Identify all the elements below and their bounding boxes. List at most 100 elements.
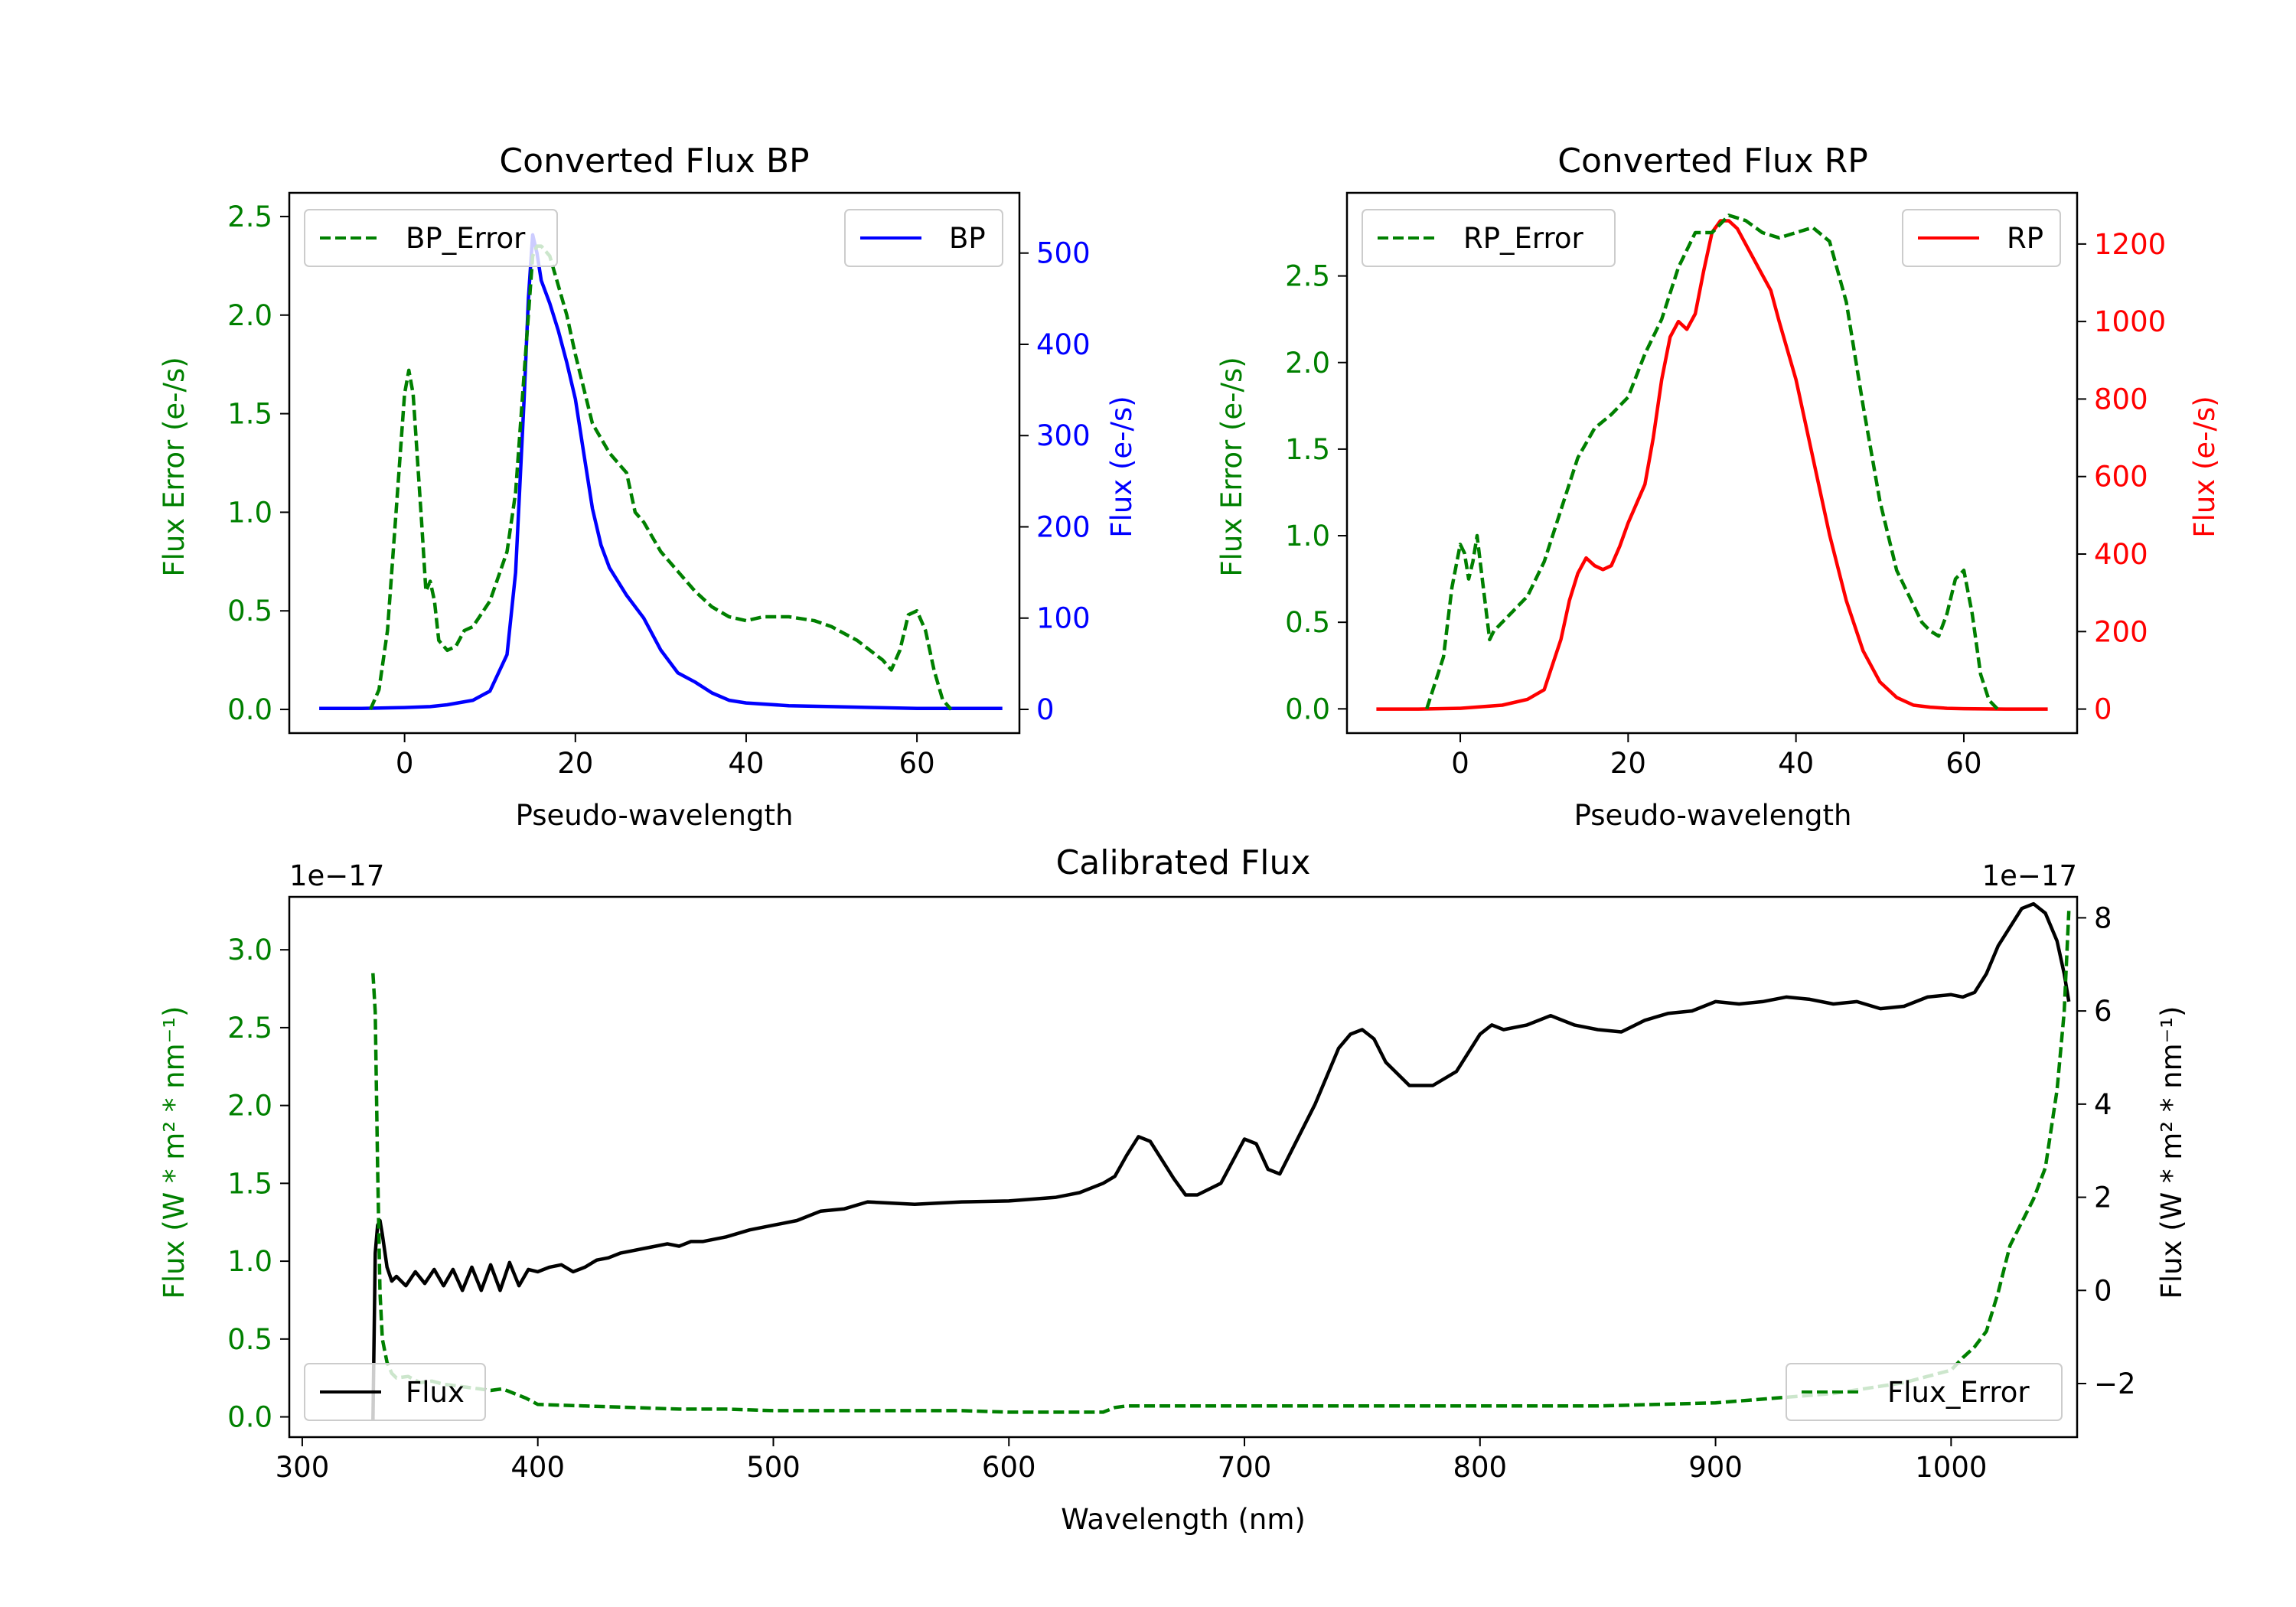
rp-series	[1376, 214, 2048, 711]
rp-legend-left: RP_Error	[1362, 209, 1616, 267]
bp-ytick-left-label: 1.0	[227, 496, 272, 529]
cal-series-flux-line	[371, 901, 2071, 1421]
bp-legend-left: BP_Error	[304, 209, 558, 267]
bp-xtick-label: 0	[396, 747, 414, 780]
cal-ytick-right-label: 4	[2094, 1088, 2112, 1121]
cal-xtick-label: 1000	[1915, 1451, 1987, 1484]
cal-ylabel-left: Flux (W * m² * nm⁻¹)	[158, 1006, 191, 1299]
bp-legend-left-box	[304, 209, 558, 267]
rp-ytick-right-label: 800	[2094, 383, 2148, 416]
rp-series-rp-error-line	[1425, 214, 1999, 710]
cal-xtick-label: 700	[1218, 1451, 1272, 1484]
rp-ytick-left-label: 2.5	[1285, 260, 1330, 293]
cal-ytick-right-label: 2	[2094, 1182, 2112, 1214]
bp-axes-frame	[288, 191, 1021, 735]
bp-xlabel: Pseudo-wavelength	[516, 799, 794, 832]
cal-ytick-right-label: 8	[2094, 901, 2112, 934]
bp-series	[319, 233, 1003, 711]
bp-series-bp-error-line	[368, 244, 953, 711]
rp-ytick-right-label: 1200	[2094, 228, 2166, 261]
cal-ytick-right-label: 0	[2094, 1274, 2112, 1307]
rp-xtick-label: 0	[1451, 747, 1469, 780]
rp-legend-left-box	[1362, 209, 1616, 267]
cal-ytick-left-label: 2.0	[227, 1090, 272, 1123]
cal-xtick-label: 300	[276, 1451, 330, 1484]
bp-ytick-left-label: 0.5	[227, 595, 272, 627]
cal-offset-right: 1e−17	[1982, 859, 2077, 892]
rp-ytick-left-label: 0.5	[1285, 606, 1330, 639]
bp-legend-label: BP	[949, 222, 986, 255]
rp-ytick-left-label: 1.0	[1285, 520, 1330, 553]
bp-ytick-right-label: 100	[1036, 602, 1091, 635]
cal-ticks: 300 400 500 600 700 800 900 1000 0.0 0.5 1.0 1.5 2.0…	[227, 901, 2135, 1484]
bp-ytick-right-label: 300	[1036, 419, 1091, 452]
bp-error-legend-label: BP_Error	[406, 222, 526, 255]
cal-ytick-left-label: 3.0	[227, 934, 272, 966]
bp-title: Converted Flux BP	[499, 142, 809, 181]
rp-ytick-left-label: 2.0	[1285, 347, 1330, 380]
rp-legend-label: RP	[2007, 222, 2043, 255]
bp-ytick-right-label: 200	[1036, 510, 1091, 543]
cal-legend-left: Flux	[304, 1363, 486, 1421]
cal-xtick-label: 600	[982, 1451, 1036, 1484]
bp-xtick-label: 60	[899, 747, 935, 780]
rp-xtick-label: 20	[1610, 747, 1646, 780]
bp-ytick-right-label: 400	[1036, 328, 1091, 361]
cal-flux-legend-label: Flux	[406, 1376, 465, 1409]
cal-title: Calibrated Flux	[1056, 843, 1311, 882]
cal-ylabel-right: Flux (W * m² * nm⁻¹)	[2155, 1006, 2188, 1299]
cal-offset-left: 1e−17	[289, 859, 384, 892]
panel-calibrated: Calibrated Flux 1e−17 1e−17 Wavelength (…	[158, 843, 2188, 1536]
rp-xlabel: Pseudo-wavelength	[1574, 799, 1852, 832]
rp-legend-right-box	[1902, 209, 2061, 267]
bp-xtick-label: 20	[557, 747, 593, 780]
cal-xlabel: Wavelength (nm)	[1061, 1503, 1306, 1536]
cal-ytick-left-label: 0.5	[227, 1323, 272, 1356]
bp-ytick-left-label: 1.5	[227, 398, 272, 431]
cal-error-legend-label: Flux_Error	[1887, 1376, 2030, 1409]
bp-ytick-right-label: 500	[1036, 237, 1091, 270]
bp-ytick-right-label: 0	[1036, 693, 1055, 726]
bp-legend-right: BP	[844, 209, 1003, 267]
rp-ticks: 0 20 40 60 0.0 0.5 1.0 1.5 2.0 2.5 0 200 400 600 800 10…	[1285, 228, 2166, 780]
bp-ytick-left-label: 0.0	[227, 693, 272, 726]
bp-legend-right-box	[844, 209, 1003, 267]
rp-title: Converted Flux RP	[1557, 142, 1868, 181]
rp-ytick-right-label: 400	[2094, 538, 2148, 571]
cal-axes-frame	[288, 895, 2079, 1439]
rp-ytick-right-label: 200	[2094, 615, 2148, 648]
cal-xtick-label: 900	[1688, 1451, 1743, 1484]
bp-ytick-left-label: 2.0	[227, 299, 272, 332]
cal-xtick-label: 800	[1453, 1451, 1507, 1484]
panel-rp: Converted Flux RP Pseudo-wavelength Flux…	[1215, 142, 2221, 832]
rp-axes-frame	[1345, 191, 2079, 735]
cal-ytick-left-label: 1.0	[227, 1245, 272, 1278]
rp-ylabel-left: Flux Error (e-/s)	[1215, 357, 1248, 576]
bp-ticks: 0 20 40 60 0.0 0.5 1.0 1.5 2.0 2.5 0 100 200 300 400 50…	[227, 200, 1090, 780]
rp-ytick-left-label: 1.5	[1285, 433, 1330, 466]
rp-ytick-left-label: 0.0	[1285, 693, 1330, 725]
rp-ytick-right-label: 1000	[2094, 305, 2166, 338]
cal-legend-left-box	[304, 1363, 486, 1421]
cal-ytick-left-label: 1.5	[227, 1167, 272, 1200]
rp-xtick-label: 60	[1945, 747, 1981, 780]
rp-series-rp-line	[1376, 219, 2048, 711]
cal-xtick-label: 500	[746, 1451, 801, 1484]
rp-ylabel-right: Flux (e-/s)	[2188, 396, 2221, 537]
bp-ytick-left-label: 2.5	[227, 200, 272, 233]
cal-ytick-right-label: 6	[2094, 995, 2112, 1028]
cal-legend-right-box	[1786, 1363, 2063, 1421]
rp-xtick-label: 40	[1778, 747, 1814, 780]
bp-series-bp-line	[319, 233, 1003, 711]
bp-ylabel-right: Flux (e-/s)	[1105, 396, 1138, 537]
rp-legend-right: RP	[1902, 209, 2061, 267]
bp-ylabel-left: Flux Error (e-/s)	[158, 357, 191, 576]
rp-ytick-right-label: 600	[2094, 461, 2148, 494]
rp-ytick-right-label: 0	[2094, 693, 2112, 726]
bp-xtick-label: 40	[728, 747, 764, 780]
cal-xtick-label: 400	[510, 1451, 565, 1484]
cal-legend-right: Flux_Error	[1786, 1363, 2063, 1421]
panel-bp: Converted Flux BP Pseudo-wavelength Flux…	[158, 142, 1138, 832]
